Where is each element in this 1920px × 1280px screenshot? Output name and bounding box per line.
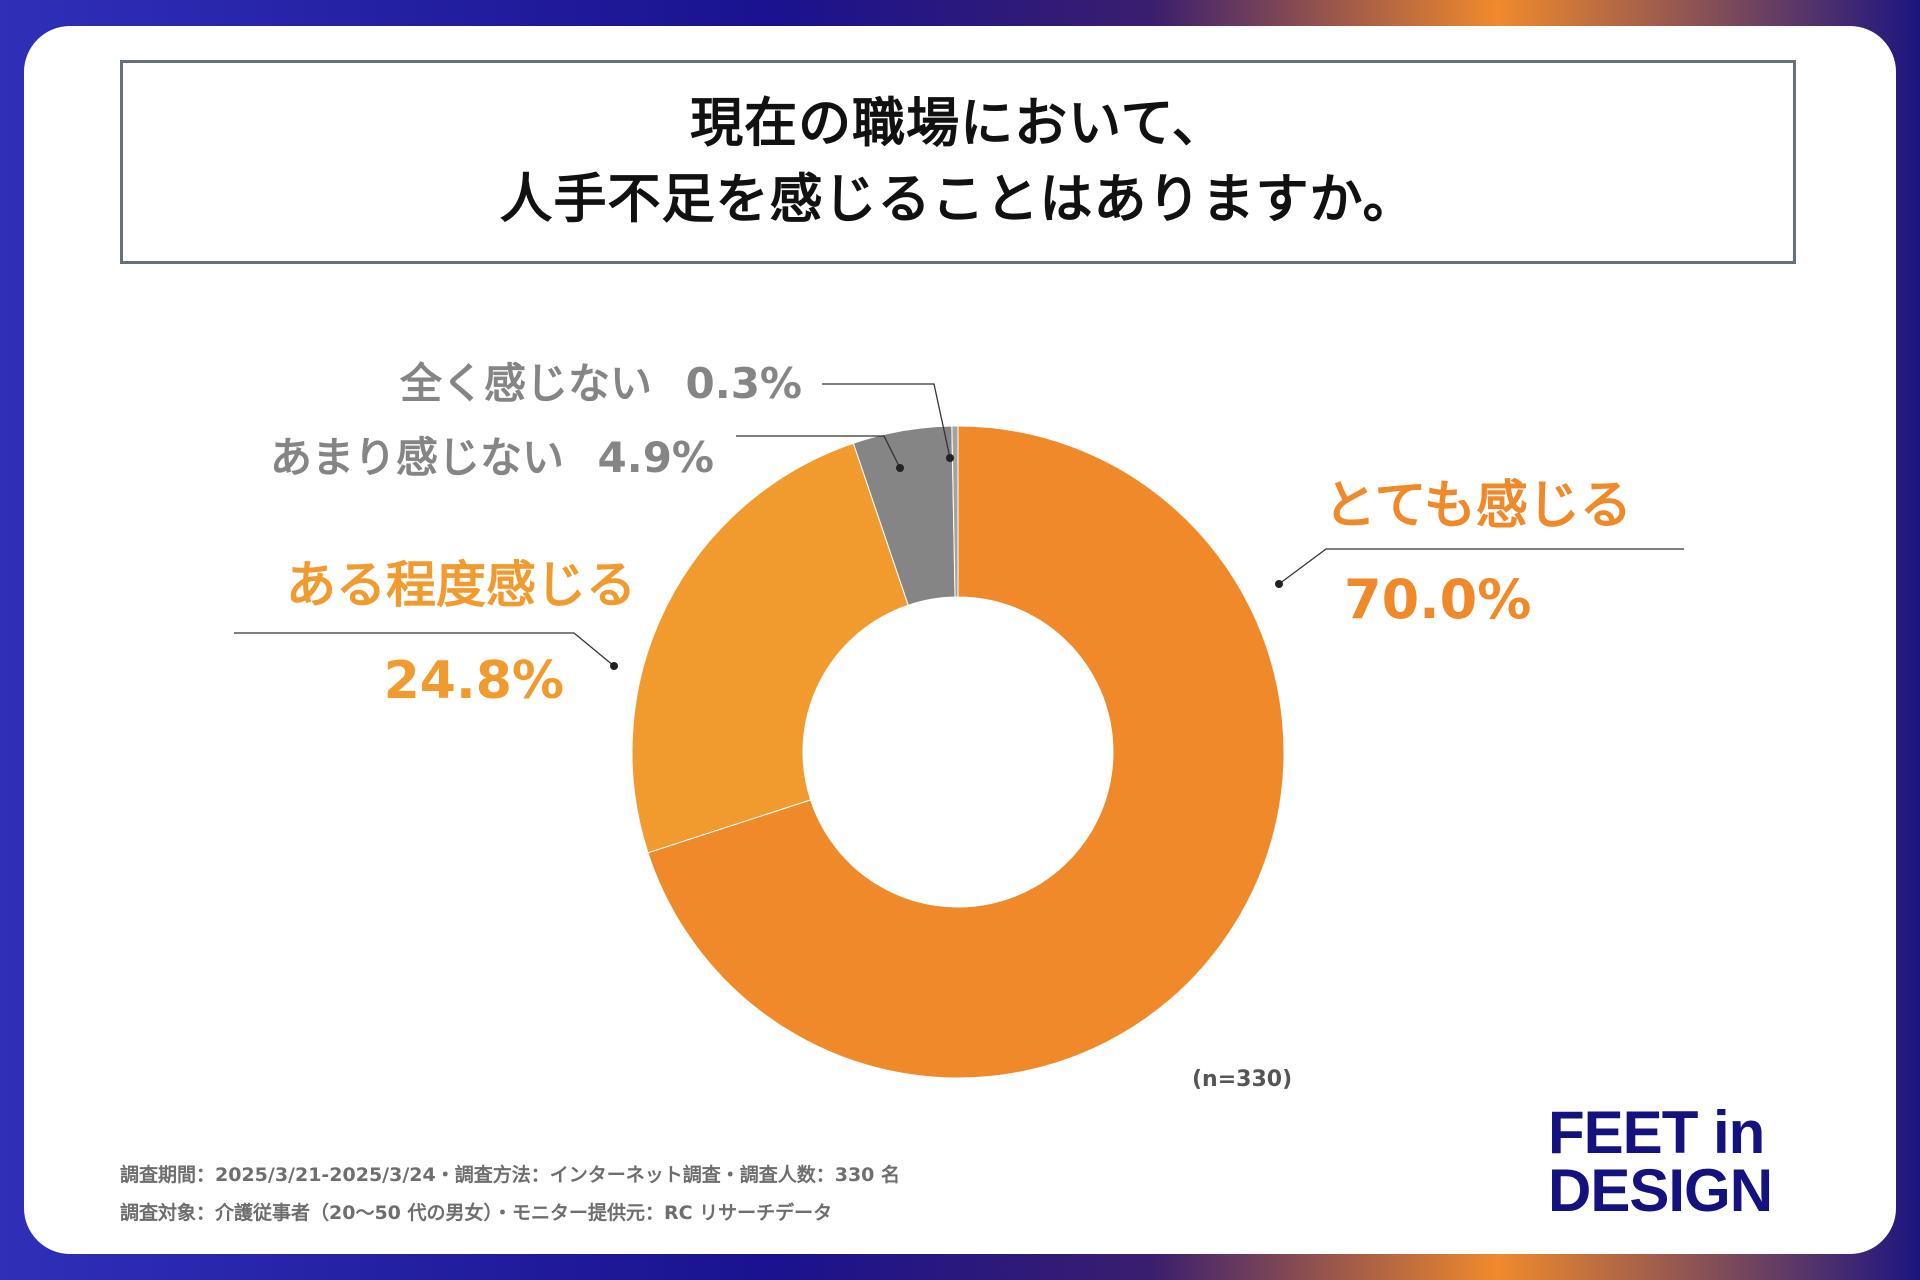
donut-chart: とても感じる 70.0% ある程度感じる 24.8% あまり感じない 4.9% … (234, 359, 1684, 1092)
sample-size: (n=330) (1192, 1067, 1292, 1092)
leader-dot-very (1275, 580, 1283, 588)
leader-dot-never (946, 454, 954, 462)
donut-slice-0 (647, 425, 1285, 1079)
footnote-target: 調査対象：介護従事者（20〜50 代の男女）・モニター提供元：RC リサーチデー… (120, 1202, 833, 1224)
logo-line-1: FEET in (1548, 1099, 1765, 1166)
label-very-name: とても感じる (1324, 476, 1632, 536)
leader-dot-rarely (896, 464, 904, 472)
title-line-1: 現在の職場において、 (690, 93, 1226, 154)
label-rarely-value: 4.9% (598, 433, 714, 482)
label-rarely-name: あまり感じない (270, 433, 564, 482)
label-somewhat-name: ある程度感じる (286, 556, 636, 614)
leader-line-very (1278, 548, 1684, 585)
donut-slice-3 (951, 425, 959, 598)
card: 現在の職場において、 人手不足を感じることはありますか。 とても感じる 70.0… (24, 26, 1896, 1254)
leader-dot-somewhat (610, 662, 618, 670)
footnote-period: 調査期間：2025/3/21-2025/3/24・調査方法：インターネット調査・… (120, 1164, 901, 1186)
title-line-2: 人手不足を感じることはありますか。 (499, 169, 1417, 230)
title-box: 現在の職場において、 人手不足を感じることはありますか。 (120, 60, 1796, 264)
leader-line-rarely (736, 435, 901, 469)
donut-slice-1 (631, 442, 909, 854)
label-never-value: 0.3% (686, 359, 802, 408)
leader-line-somewhat (234, 632, 615, 667)
label-never-name: 全く感じない (399, 359, 652, 408)
label-very-value: 70.0% (1344, 568, 1531, 631)
logo-line-2: DESIGN (1548, 1157, 1773, 1224)
leader-line-never (822, 383, 951, 459)
brand-logo: FEET in DESIGN (1548, 1099, 1828, 1224)
label-somewhat-value: 24.8% (384, 651, 564, 711)
